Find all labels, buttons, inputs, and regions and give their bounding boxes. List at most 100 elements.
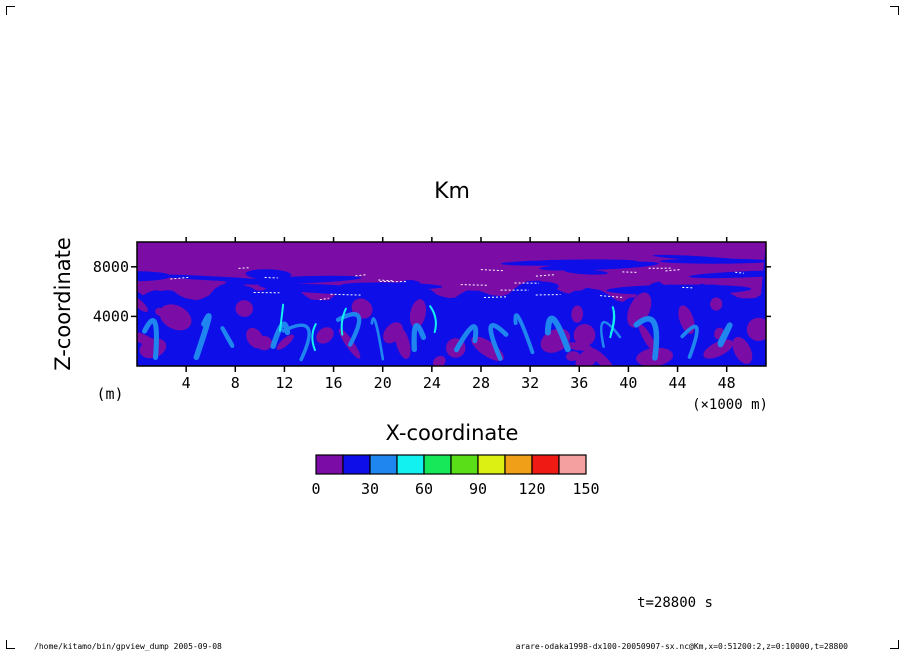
- x-tick-label: 32: [521, 374, 539, 392]
- field-eddy: [159, 304, 192, 331]
- x-tick-label: 40: [619, 374, 637, 392]
- x-tick-label: 28: [472, 374, 490, 392]
- colorbar-swatch: [342, 454, 371, 475]
- x-axis: 4 8 12 16 20 24 28 32 36 40 44 48: [182, 237, 736, 392]
- field-eddy: [276, 334, 294, 350]
- field-streak: [606, 284, 752, 295]
- field-contour-fragment: [735, 271, 745, 274]
- x-tick-label: 4: [182, 374, 191, 392]
- field-plume: [141, 318, 159, 361]
- colorbar-tick-label: 150: [572, 480, 599, 498]
- field-contour-fragment: [535, 274, 556, 277]
- x-tick-label: 16: [325, 374, 343, 392]
- field-eddy: [710, 297, 723, 311]
- field-streak: [224, 275, 362, 285]
- field-plume: [370, 317, 385, 361]
- field-contour-fragment: [319, 297, 329, 301]
- field-eddy: [246, 327, 264, 349]
- field-plume-core: [429, 305, 437, 334]
- footer-right-caption: arare-odaka1998-dx100-20050907-sx.nc@Km,…: [515, 642, 848, 651]
- corner-mark-bottom-left: [6, 640, 15, 649]
- heatmap-field: [137, 242, 766, 366]
- colorbar-swatch: [315, 454, 344, 475]
- field-contour-fragment: [665, 268, 682, 272]
- field-eddy: [383, 322, 403, 344]
- field-plume: [513, 313, 535, 355]
- y-tick-label: 8000: [93, 258, 129, 276]
- field-plume: [600, 320, 622, 348]
- field-plume: [488, 323, 509, 361]
- field-streak: [516, 281, 559, 293]
- field-eddy: [575, 349, 598, 366]
- colorbar-tick-label: 30: [361, 480, 379, 498]
- field-eddy: [573, 324, 596, 347]
- field-eddy: [471, 336, 505, 361]
- field-streak: [689, 270, 766, 279]
- colorbar-tick-label: 60: [415, 480, 433, 498]
- field-plume: [220, 326, 235, 349]
- field-plume-core: [340, 307, 347, 336]
- field-plume: [411, 323, 427, 353]
- x-tick-label: 20: [374, 374, 392, 392]
- colorbar-swatch: [558, 454, 587, 475]
- x-tick-label: 44: [669, 374, 687, 392]
- field-plume: [281, 323, 311, 362]
- y-tick-label: 4000: [93, 307, 129, 325]
- field-plume: [544, 315, 571, 353]
- chart-title: Km: [434, 179, 470, 204]
- colorbar-swatch: [396, 454, 425, 475]
- field-eddy: [409, 299, 427, 329]
- field-eddy: [746, 317, 766, 342]
- colorbar-swatch: [531, 454, 560, 475]
- field-eddy: [316, 327, 334, 344]
- field-streak: [539, 261, 660, 271]
- colorbar-swatch: [477, 454, 506, 475]
- field-eddy: [565, 342, 593, 351]
- colorbar-swatch: [450, 454, 479, 475]
- colorbar-swatch: [369, 454, 398, 475]
- y-axis: 4000 8000: [93, 258, 771, 325]
- field-contour-fragment: [460, 284, 487, 286]
- colorbar-tick-label: 90: [469, 480, 487, 498]
- field-streak: [564, 269, 608, 275]
- field-streak: [137, 271, 171, 282]
- field-plume: [680, 324, 699, 359]
- field-streak: [245, 269, 292, 280]
- field-eddy: [732, 336, 753, 364]
- field-contour-fragment: [238, 267, 250, 269]
- field-streak: [258, 283, 408, 296]
- time-label: t=28800 s: [637, 595, 713, 611]
- y-axis-label: Z-coordinate: [51, 237, 75, 371]
- colorbar-tick-label: 0: [311, 480, 320, 498]
- field-eddy: [703, 339, 734, 359]
- field-contour-fragment: [330, 293, 362, 296]
- corner-mark-top-right: [890, 6, 899, 15]
- field-plume-core: [278, 303, 285, 332]
- x-tick-label: 36: [570, 374, 588, 392]
- field-streak: [659, 258, 766, 264]
- field-eddy: [137, 330, 161, 349]
- field-eddy: [571, 305, 584, 323]
- colorbar-tick-label: 120: [518, 480, 545, 498]
- colorbar-swatch: [504, 454, 533, 475]
- field-contour-fragment: [170, 276, 189, 280]
- x-tick-label: 12: [275, 374, 293, 392]
- colorbar-swatch: [423, 454, 452, 475]
- field-plume: [717, 322, 733, 348]
- field-plume-core: [311, 323, 317, 352]
- corner-mark-top-left: [6, 6, 15, 15]
- field-contour-fragment: [355, 274, 367, 277]
- field-plume: [335, 312, 362, 347]
- field-eddy: [137, 296, 148, 313]
- field-plume: [453, 324, 479, 353]
- field-plume: [193, 313, 212, 361]
- x-axis-unit: (×1000 m): [692, 397, 768, 413]
- field-plume: [633, 316, 660, 361]
- field-eddy: [235, 300, 254, 317]
- field-eddy: [638, 324, 657, 353]
- field-eddy: [566, 351, 580, 362]
- field-eddy: [433, 355, 446, 366]
- x-tick-label: 8: [231, 374, 240, 392]
- x-tick-label: 48: [718, 374, 736, 392]
